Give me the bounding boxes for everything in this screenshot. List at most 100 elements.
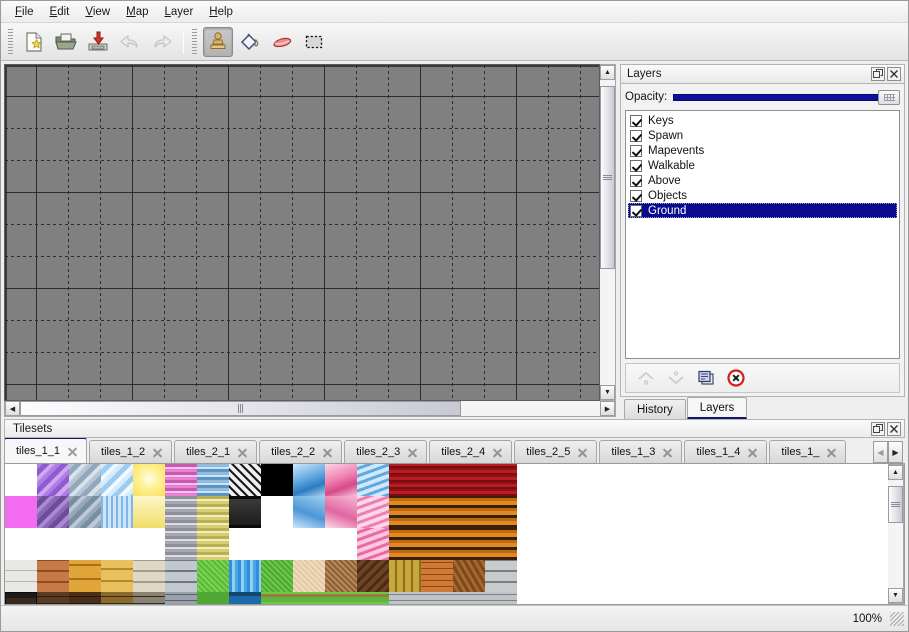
tile-cell[interactable]: [357, 464, 389, 496]
layer-visibility-checkbox[interactable]: [630, 159, 642, 172]
tile-cell[interactable]: [389, 528, 421, 560]
tileset-tab-close-icon[interactable]: [577, 447, 588, 458]
tile-cell[interactable]: [293, 528, 325, 560]
resize-grip-icon[interactable]: [890, 611, 904, 626]
vscroll-thumb[interactable]: [600, 86, 615, 270]
tileset-tab-tiles_1_4[interactable]: tiles_1_4: [684, 440, 768, 463]
delete-layer-button[interactable]: [724, 366, 748, 390]
layer-visibility-checkbox[interactable]: [630, 114, 642, 127]
tile-cell[interactable]: [197, 592, 229, 604]
opacity-slider[interactable]: [673, 89, 901, 105]
layer-visibility-checkbox[interactable]: [630, 144, 642, 157]
layers-float-button[interactable]: [871, 67, 885, 81]
fill-tool-button[interactable]: [235, 27, 265, 57]
tileset-tab-close-icon[interactable]: [237, 447, 248, 458]
tile-cell[interactable]: [229, 528, 261, 560]
tile-cell[interactable]: [485, 592, 517, 604]
move-layer-up-button[interactable]: [634, 366, 658, 390]
tile-cell[interactable]: [37, 560, 69, 592]
tile-cell[interactable]: [37, 528, 69, 560]
tile-cell[interactable]: [101, 528, 133, 560]
tile-cell[interactable]: [133, 464, 165, 496]
tileset-tab-tiles_1_[interactable]: tiles_1_: [769, 440, 847, 463]
stamp-tool-button[interactable]: [203, 26, 233, 57]
save-map-button[interactable]: [83, 27, 113, 57]
tile-cell[interactable]: [5, 464, 37, 496]
tile-cell[interactable]: [197, 496, 229, 528]
map-canvas[interactable]: [4, 64, 600, 401]
tile-cell[interactable]: [389, 560, 421, 592]
tile-cell[interactable]: [197, 528, 229, 560]
tile-cell[interactable]: [325, 496, 357, 528]
tile-cell[interactable]: [485, 560, 517, 592]
tile-cell[interactable]: [453, 528, 485, 560]
layer-row[interactable]: Walkable: [628, 158, 897, 173]
tile-cell[interactable]: [325, 560, 357, 592]
tile-cell[interactable]: [133, 592, 165, 604]
tile-cell[interactable]: [133, 496, 165, 528]
tile-cell[interactable]: [101, 560, 133, 592]
duplicate-layer-button[interactable]: [694, 366, 718, 390]
tile-cell[interactable]: [69, 592, 101, 604]
tileset-tab-tiles_1_2[interactable]: tiles_1_2: [89, 440, 173, 463]
tile-cell[interactable]: [325, 464, 357, 496]
tile-cell[interactable]: [5, 528, 37, 560]
tile-cell[interactable]: [261, 528, 293, 560]
tile-cell[interactable]: [453, 464, 485, 496]
tile-cell[interactable]: [357, 592, 389, 604]
tile-cell[interactable]: [261, 496, 293, 528]
tile-cell[interactable]: [101, 496, 133, 528]
dock-tab-history[interactable]: History: [624, 399, 686, 419]
tile-cell[interactable]: [389, 496, 421, 528]
layer-visibility-checkbox[interactable]: [630, 204, 642, 217]
tile-palette-scrollarea[interactable]: [5, 464, 888, 604]
eraser-tool-button[interactable]: [267, 27, 297, 57]
tile-palette-grid[interactable]: [5, 464, 517, 604]
tile-cell[interactable]: [421, 464, 453, 496]
tileset-tab-tiles_2_4[interactable]: tiles_2_4: [429, 440, 513, 463]
tile-cell[interactable]: [421, 560, 453, 592]
scroll-down-arrow[interactable]: ▼: [600, 385, 615, 400]
layer-row[interactable]: Above: [628, 173, 897, 188]
tile-cell[interactable]: [69, 560, 101, 592]
menu-edit[interactable]: Edit: [42, 3, 78, 21]
tile-cell[interactable]: [69, 464, 101, 496]
tile-cell[interactable]: [101, 464, 133, 496]
tile-cell[interactable]: [261, 592, 293, 604]
toolbar-grip-1[interactable]: [7, 28, 15, 55]
tile-cell[interactable]: [69, 528, 101, 560]
tilesets-close-button[interactable]: [887, 421, 901, 436]
scroll-left-arrow[interactable]: ◀: [5, 401, 20, 416]
tile-cell[interactable]: [37, 592, 69, 604]
tile-cell[interactable]: [453, 496, 485, 528]
tile-cell[interactable]: [261, 464, 293, 496]
tile-cell[interactable]: [389, 464, 421, 496]
tile-cell[interactable]: [325, 528, 357, 560]
layer-row[interactable]: Spawn: [628, 128, 897, 143]
tile-cell[interactable]: [197, 560, 229, 592]
opacity-slider-knob[interactable]: [878, 90, 901, 105]
tile-cell[interactable]: [165, 496, 197, 528]
tileset-tab-tiles_1_3[interactable]: tiles_1_3: [599, 440, 683, 463]
tile-cell[interactable]: [485, 464, 517, 496]
tileset-tab-close-icon[interactable]: [747, 447, 758, 458]
tile-cell[interactable]: [229, 560, 261, 592]
layer-visibility-checkbox[interactable]: [630, 129, 642, 142]
map-horizontal-scrollbar[interactable]: ◀ ▶: [4, 401, 616, 417]
tile-cell[interactable]: [357, 560, 389, 592]
tileset-tab-close-icon[interactable]: [492, 447, 503, 458]
tile-cell[interactable]: [453, 592, 485, 604]
tile-cell[interactable]: [293, 560, 325, 592]
tile-cell[interactable]: [5, 496, 37, 528]
tile-cell[interactable]: [133, 528, 165, 560]
layer-row[interactable]: Objects: [628, 188, 897, 203]
tileset-tab-close-icon[interactable]: [322, 447, 333, 458]
scroll-right-arrow[interactable]: ▶: [600, 401, 615, 416]
tile-cell[interactable]: [165, 592, 197, 604]
tile-cell[interactable]: [357, 496, 389, 528]
undo-button[interactable]: [115, 27, 145, 57]
tilesets-float-button[interactable]: [871, 421, 885, 436]
tile-cell[interactable]: [229, 496, 261, 528]
tile-cell[interactable]: [229, 464, 261, 496]
tile-cell[interactable]: [165, 464, 197, 496]
